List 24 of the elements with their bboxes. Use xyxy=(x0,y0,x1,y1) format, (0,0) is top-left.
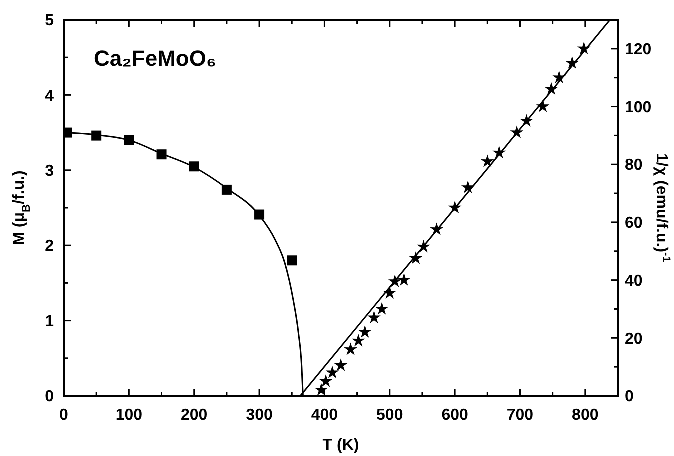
x-tick-label: 400 xyxy=(311,407,338,424)
x-tick-label: 200 xyxy=(181,407,208,424)
y2-tick-label: 40 xyxy=(625,272,643,290)
x-tick-label: 500 xyxy=(376,407,404,424)
y-tick-label: 4 xyxy=(45,88,54,105)
y2-tick-label: 20 xyxy=(625,330,643,348)
x-tick-label: 700 xyxy=(506,407,534,424)
y2-tick-label: 100 xyxy=(625,99,652,116)
x-tick-label: 800 xyxy=(572,407,599,424)
y-tick-label: 3 xyxy=(45,163,54,180)
y2-tick-label: 120 xyxy=(625,42,652,59)
y2-tick-label: 0 xyxy=(625,388,634,406)
x-tick-label: 300 xyxy=(246,407,273,424)
x-tick-label: 100 xyxy=(116,407,143,424)
y-tick-label: 5 xyxy=(45,12,54,30)
y-tick-label: 2 xyxy=(45,238,54,256)
y-tick-label: 0 xyxy=(45,388,54,406)
x-axis-title: T (K) xyxy=(322,437,360,454)
x-tick-label: 0 xyxy=(60,407,69,424)
y-tick-label: 1 xyxy=(45,313,54,330)
y2-tick-label: 80 xyxy=(625,157,643,174)
y2-tick-label: 60 xyxy=(625,215,643,232)
text: Ca₂FeMoO₆ xyxy=(94,46,216,71)
x-tick-label: 600 xyxy=(442,407,469,424)
